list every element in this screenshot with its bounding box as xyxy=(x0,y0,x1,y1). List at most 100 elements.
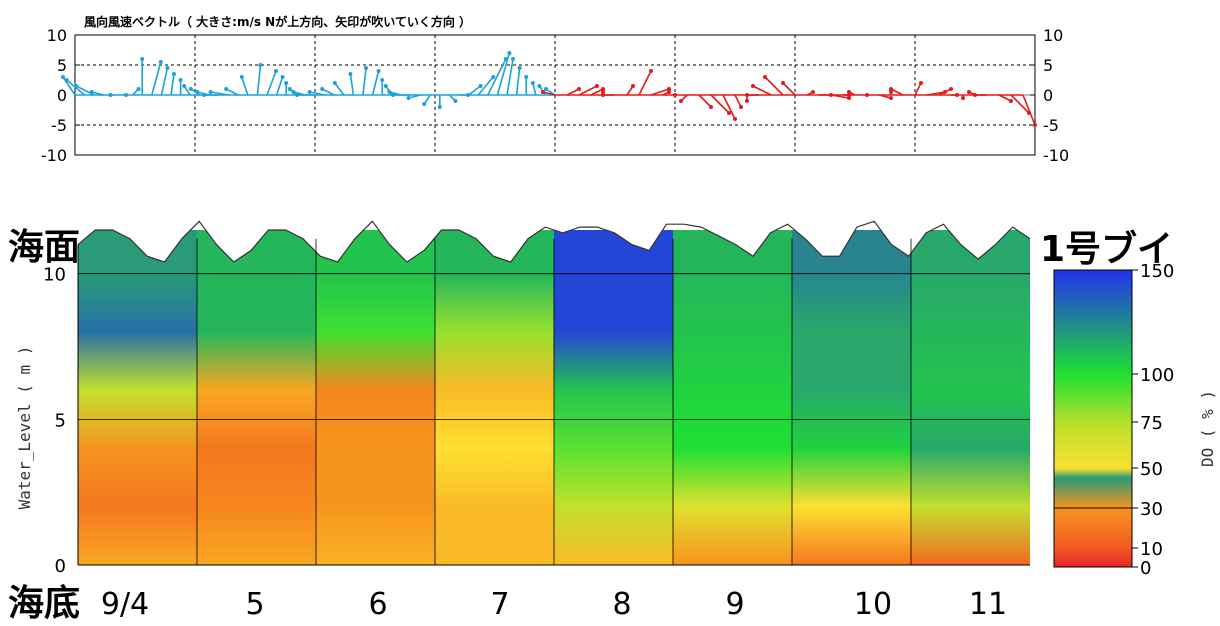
wind-vector-head xyxy=(601,93,605,97)
wind-vector-head xyxy=(530,81,535,85)
wind-vector-head xyxy=(64,78,69,82)
wind-vector-head xyxy=(280,75,285,79)
wind-vector-head xyxy=(739,105,743,109)
wind-vector-head xyxy=(507,51,512,55)
wind-vector-head xyxy=(165,66,170,70)
wind-vector xyxy=(752,85,772,96)
wind-vector xyxy=(566,88,580,96)
surface-line xyxy=(77,220,1031,263)
heatmap-column xyxy=(673,230,793,565)
wind-vector xyxy=(371,70,380,96)
heatmap-column xyxy=(911,230,1030,565)
heatmap-x-tick: 5 xyxy=(245,587,264,617)
wind-vector xyxy=(1010,94,1030,114)
wind-y-tick-left: 0 xyxy=(57,86,67,105)
wind-vector-head xyxy=(387,90,392,94)
colorbar-tick-label: 30 xyxy=(1140,499,1163,520)
wind-vector xyxy=(266,70,277,96)
wind-vector xyxy=(477,76,494,96)
wind-vector-head xyxy=(745,99,749,103)
wind-vector xyxy=(160,67,169,96)
wind-vector xyxy=(349,73,355,96)
wind-vector-head xyxy=(284,81,289,85)
heatmap-column xyxy=(78,230,198,565)
wind-vector-head xyxy=(274,69,278,73)
heatmap-y-tick: 10 xyxy=(43,265,66,286)
wind-vector xyxy=(938,88,952,96)
wind-vector xyxy=(590,88,604,96)
buoy-label: 1号ブイ xyxy=(1040,229,1174,270)
heatmap-column xyxy=(197,230,317,565)
wind-vector-head xyxy=(89,90,94,94)
wind-vector-head xyxy=(406,96,411,100)
wind-vector xyxy=(515,67,521,96)
heatmap-column xyxy=(554,230,674,565)
wind-vector-head xyxy=(188,87,193,91)
wind-vector-head xyxy=(889,87,893,91)
wind-vector xyxy=(170,73,175,96)
wind-vector-head xyxy=(865,93,869,97)
wind-vector-head xyxy=(437,105,442,109)
wind-vector xyxy=(914,82,922,96)
wind-vector xyxy=(698,94,712,108)
heatmap-y-tick: 5 xyxy=(55,410,66,431)
wind-vector xyxy=(1022,94,1036,126)
wind-vector xyxy=(650,88,670,96)
wind-vector-head xyxy=(291,90,296,94)
wind-vector-head xyxy=(673,93,677,97)
wind-vector xyxy=(830,94,850,99)
wind-vector xyxy=(506,58,514,96)
wind-vector-head xyxy=(491,75,496,79)
heatmap-x-tick: 9 xyxy=(725,587,744,617)
wind-vector xyxy=(468,85,482,96)
wind-vector-head xyxy=(679,99,683,103)
colorbar xyxy=(1053,269,1133,568)
wind-vector-head xyxy=(631,84,635,88)
wind-vector xyxy=(542,91,556,96)
heatmap-x-tick: 9/4 xyxy=(101,587,149,617)
wind-vector-head xyxy=(224,87,229,91)
wind-chart-title: 風向風速ベクトル（ 大きさ:m/s Nが上方向、矢印が吹いていく方向 ） xyxy=(84,14,471,29)
wind-vector-head xyxy=(601,87,605,91)
heatmap-column xyxy=(435,230,555,565)
wind-vector xyxy=(878,94,892,99)
wind-vector-head xyxy=(961,96,965,100)
wind-vector xyxy=(151,61,162,96)
wind-vector xyxy=(890,88,904,96)
wind-vector-head xyxy=(140,57,145,61)
wind-vector xyxy=(926,91,946,96)
wind-vector-head xyxy=(182,84,187,88)
heatmap-y-tick: 0 xyxy=(55,556,66,577)
wind-y-tick-right: 10 xyxy=(1043,26,1063,45)
wind-vector xyxy=(734,94,742,108)
wind-vector-head xyxy=(541,90,545,94)
wind-vector xyxy=(722,94,736,120)
wind-vector-head xyxy=(1033,123,1037,127)
heatmap-column xyxy=(792,230,912,565)
wind-vector-head xyxy=(124,93,128,97)
wind-vector-head xyxy=(733,117,737,121)
wind-vector-head xyxy=(847,96,851,100)
wind-vector-head xyxy=(364,66,368,70)
heatmap-x-tick: 10 xyxy=(854,587,892,617)
heatmap-field xyxy=(78,230,1030,565)
wind-y-tick-left: 5 xyxy=(57,56,67,75)
wind-vector-head xyxy=(158,60,163,64)
wind-vector xyxy=(334,82,345,96)
wind-vector xyxy=(256,64,262,96)
wind-vector xyxy=(532,82,537,96)
wind-vector xyxy=(241,76,249,96)
wind-series xyxy=(541,69,1037,127)
wind-vector xyxy=(764,76,784,96)
heatmap-x-tick: 8 xyxy=(612,587,631,617)
wind-vector-head xyxy=(577,87,581,91)
colorbar-tick-label: 0 xyxy=(1140,558,1151,579)
wind-vector-head xyxy=(537,84,542,88)
colorbar-tick-label: 10 xyxy=(1140,539,1163,560)
wind-vector-head xyxy=(136,87,141,91)
wind-vector-head xyxy=(422,102,427,106)
wind-vector xyxy=(275,76,284,96)
wind-vector-head xyxy=(478,84,483,88)
wind-vector-head xyxy=(601,90,605,94)
wind-vector-head xyxy=(649,69,653,73)
